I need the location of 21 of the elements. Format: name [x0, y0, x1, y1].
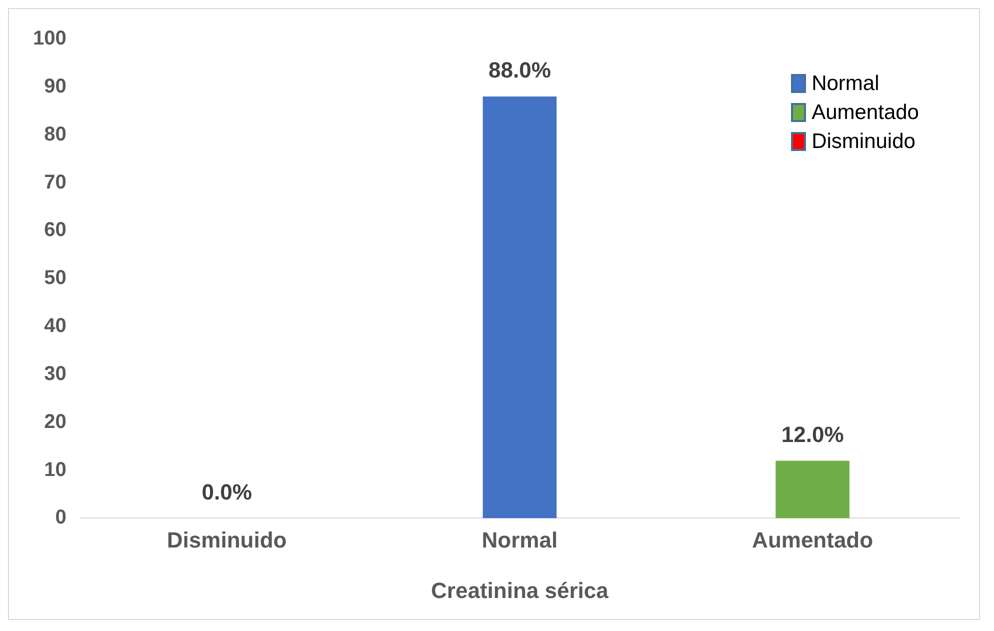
- y-tick-label: 100: [32, 28, 66, 50]
- x-axis-title: Creatinina sérica: [431, 578, 610, 603]
- data-label: 88.0%: [488, 58, 551, 83]
- y-tick-label: 0: [55, 506, 66, 529]
- y-tick-label: 70: [44, 171, 66, 194]
- legend-label: Disminuido: [812, 129, 916, 155]
- x-tick-label: Disminuido: [166, 527, 287, 552]
- y-tick-label: 50: [44, 267, 66, 290]
- data-label: 12.0%: [781, 422, 844, 447]
- data-label: 0.0%: [202, 479, 252, 504]
- y-tick-label: 80: [44, 123, 66, 146]
- x-tick-label: Aumentado: [752, 527, 874, 552]
- x-tick-label: Normal: [482, 527, 558, 552]
- y-tick-label: 30: [44, 362, 66, 385]
- legend-label: Aumentado: [812, 100, 919, 126]
- legend-label: Normal: [812, 71, 880, 97]
- y-tick-label: 60: [44, 219, 66, 242]
- y-tick-label: 90: [44, 75, 66, 98]
- y-tick-label: 10: [44, 458, 66, 481]
- y-tick-label: 20: [44, 410, 66, 433]
- y-tick-label: 40: [44, 315, 66, 338]
